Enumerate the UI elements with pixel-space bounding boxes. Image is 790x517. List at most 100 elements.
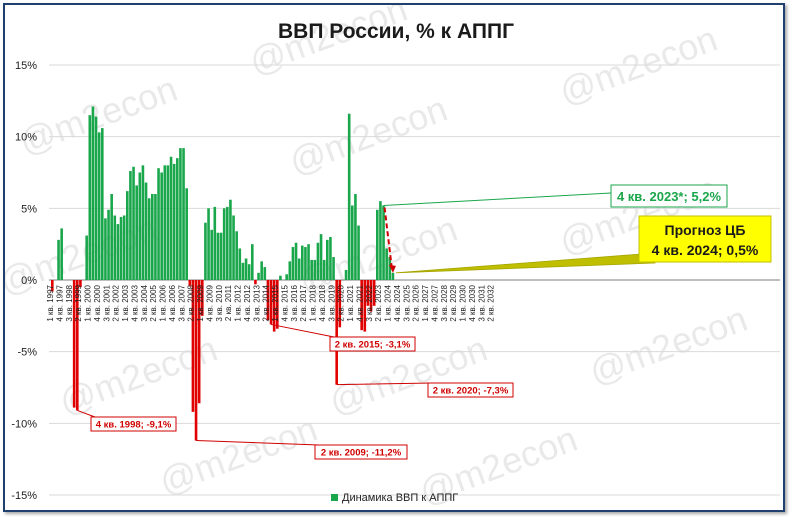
chart-title: ВВП России, % к АППГ — [278, 20, 514, 43]
bar — [388, 257, 392, 280]
x-tick-label: 1 кв. 2000 — [84, 284, 93, 321]
bar — [101, 128, 104, 280]
forecast-arrow — [383, 207, 393, 269]
bar — [60, 228, 63, 280]
x-tick-label: 1 кв. 2030 — [459, 284, 468, 321]
x-tick-label: 3 кв. 2028 — [440, 284, 449, 321]
watermark: @m2econ — [284, 88, 453, 183]
x-tick-label: 4 кв. 2015 — [280, 284, 289, 321]
bar — [222, 208, 226, 280]
bar — [169, 156, 173, 280]
x-tick-label: 3 кв. 2031 — [477, 284, 486, 321]
x-tick-label: 2 кв. 2011 — [224, 284, 233, 321]
bar — [144, 182, 148, 280]
x-tick-label: 3 кв. 1998 — [65, 284, 74, 321]
bar — [385, 248, 388, 280]
x-tick-label: 1 кв. 2006 — [159, 284, 168, 321]
bar — [263, 267, 267, 280]
watermark: @m2econ — [244, 5, 413, 83]
bar — [238, 248, 242, 280]
x-tick-label: 3 кв. 2007 — [177, 284, 186, 321]
annotation-leader — [196, 440, 320, 446]
bar — [251, 244, 254, 280]
bar — [213, 206, 217, 280]
bar — [316, 242, 320, 280]
bar — [294, 242, 298, 280]
bar — [219, 232, 223, 280]
x-tick-label: 3 кв. 2013 — [252, 284, 261, 321]
x-tick-label: 2 кв. 2005 — [149, 284, 158, 321]
y-axis-ticks: 15% 10% 5% 0% -5% -10% -15% — [11, 60, 37, 502]
bar — [351, 205, 354, 280]
y-tick-label: 0% — [21, 275, 37, 287]
bar — [235, 231, 238, 280]
x-tick-label: 3 кв. 2019 — [327, 284, 336, 321]
watermark: @m2econ — [584, 298, 753, 393]
bar — [376, 209, 379, 280]
bar — [204, 222, 207, 280]
bar — [160, 172, 163, 280]
bar — [276, 280, 279, 329]
bar — [197, 280, 201, 404]
x-tick-label: 1 кв. 2027 — [421, 284, 430, 321]
annotation-leader — [383, 192, 612, 206]
bar — [135, 185, 138, 280]
chart-frame: @m2econ @m2econ @m2econ @m2econ @m2econ @m2ec… — [3, 3, 785, 513]
bar — [72, 280, 76, 408]
bar — [166, 165, 170, 280]
x-tick-label: 2 кв. 2017 — [299, 284, 308, 321]
bar — [322, 259, 326, 280]
bar — [194, 280, 198, 441]
x-tick-label: 2 кв. 2020 — [337, 284, 346, 321]
y-tick-label: -15% — [11, 490, 37, 502]
bar — [247, 264, 251, 280]
bar — [304, 247, 307, 280]
x-tick-label: 2 кв. 2026 — [412, 284, 421, 321]
annotation-leader — [77, 409, 96, 418]
bar — [88, 115, 92, 281]
x-axis-ticks: 1 кв. 1997 4 кв. 1997 3 кв. 1998 2 кв. 1999… — [46, 284, 496, 321]
bar — [288, 261, 292, 280]
bar — [163, 165, 167, 280]
annotations: 4 кв. 1998; -9,1% 2 кв. 2009; -11,2% 2 кв.… — [77, 184, 772, 460]
y-tick-label: 15% — [15, 60, 37, 72]
bar — [207, 208, 210, 280]
bar — [335, 280, 338, 385]
bar — [360, 280, 363, 331]
watermark: @m2econ — [154, 408, 323, 503]
x-tick-label: 1 кв. 1997 — [46, 284, 55, 321]
forecast-label: Прогноз ЦБ — [665, 222, 746, 238]
bar — [107, 209, 110, 280]
bar — [363, 280, 367, 332]
x-tick-label: 4 кв. 2030 — [468, 284, 477, 321]
forecast-value: 4 кв. 2024; 0,5% — [652, 242, 759, 258]
bar — [297, 258, 301, 280]
annotation-box — [610, 184, 728, 208]
x-tick-label: 1 кв. 2003 — [121, 284, 130, 321]
bar — [216, 232, 220, 280]
bar — [122, 215, 126, 280]
bar — [210, 229, 213, 280]
x-tick-label: 3 кв. 2016 — [290, 284, 299, 321]
bar — [94, 116, 98, 280]
x-tick-label: 1 кв. 2018 — [309, 284, 318, 321]
bar — [260, 261, 263, 280]
x-tick-label: 2 кв. 2029 — [449, 284, 458, 321]
bar — [141, 165, 145, 280]
x-tick-label: 3 кв. 2010 — [215, 284, 224, 321]
bar — [179, 148, 182, 280]
bar — [313, 259, 317, 280]
bar-series — [51, 106, 395, 441]
annotation-box — [427, 382, 514, 398]
annotation-box — [329, 336, 416, 352]
bar — [172, 163, 176, 280]
bar — [57, 239, 60, 280]
bar — [372, 280, 376, 306]
x-tick-label: 3 кв. 2001 — [102, 284, 111, 321]
bar — [232, 215, 235, 280]
x-tick-label: 4 кв. 2021 — [355, 284, 364, 321]
annotation-label: 4 кв. 1998; -9,1% — [96, 420, 172, 431]
annotation-label: 2 кв. 2009; -11,2% — [321, 448, 402, 459]
bar — [151, 194, 154, 280]
annotation-box — [90, 416, 177, 432]
